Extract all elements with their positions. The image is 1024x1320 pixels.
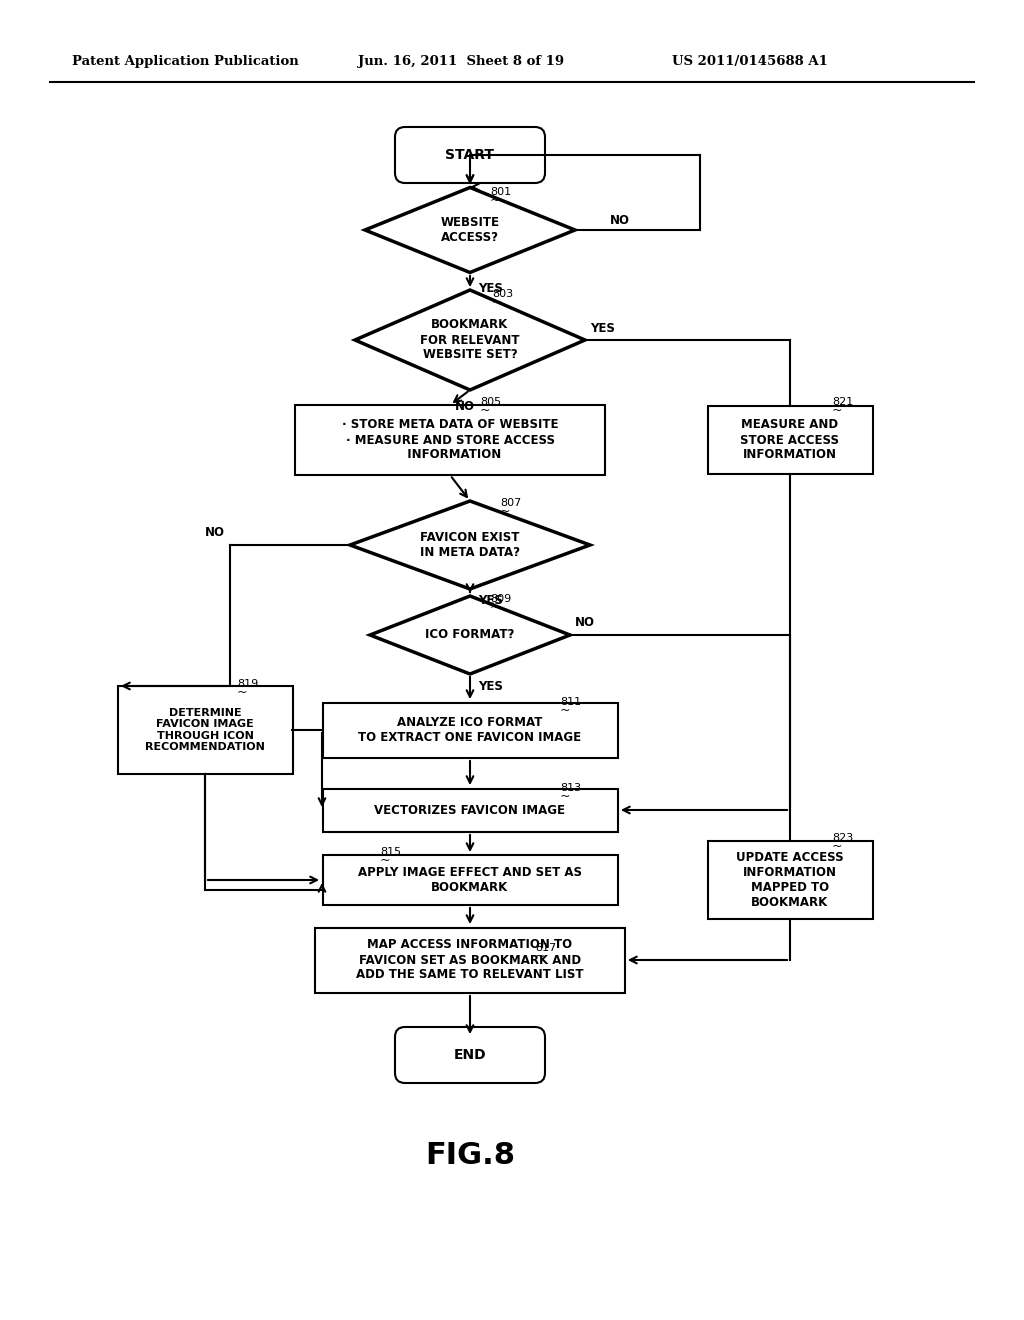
Text: WEBSITE
ACCESS?: WEBSITE ACCESS? [440,216,500,244]
Text: NO: NO [575,616,595,630]
Polygon shape [350,502,590,589]
Bar [708,841,872,919]
Text: ~: ~ [560,789,570,803]
Text: NO: NO [455,400,475,412]
Text: ~: ~ [490,194,501,206]
Text: Patent Application Publication: Patent Application Publication [72,55,299,69]
Bar [323,702,617,758]
Text: DETERMINE
FAVICON IMAGE
THROUGH ICON
RECOMMENDATION: DETERMINE FAVICON IMAGE THROUGH ICON REC… [145,708,265,752]
Text: 805: 805 [480,397,501,407]
Text: 823: 823 [831,833,853,843]
Text: ~: ~ [831,840,843,853]
Polygon shape [365,187,575,272]
Text: ~: ~ [560,704,570,717]
FancyBboxPatch shape [395,1027,545,1082]
Text: BOOKMARK
FOR RELEVANT
WEBSITE SET?: BOOKMARK FOR RELEVANT WEBSITE SET? [420,318,520,362]
Bar [323,788,617,832]
Text: YES: YES [478,281,503,294]
Text: APPLY IMAGE EFFECT AND SET AS
BOOKMARK: APPLY IMAGE EFFECT AND SET AS BOOKMARK [358,866,582,894]
Text: YES: YES [478,681,503,693]
Text: 803: 803 [492,289,513,300]
Text: ~: ~ [535,949,546,962]
Text: ~: ~ [480,404,490,417]
Bar [708,407,872,474]
Text: ~: ~ [380,854,390,866]
Text: 817: 817 [535,942,556,953]
Text: Jun. 16, 2011  Sheet 8 of 19: Jun. 16, 2011 Sheet 8 of 19 [358,55,564,69]
Polygon shape [355,290,585,389]
Text: START: START [445,148,495,162]
Text: 801: 801 [490,187,511,197]
Text: ~: ~ [500,504,511,517]
Text: MEASURE AND
STORE ACCESS
INFORMATION: MEASURE AND STORE ACCESS INFORMATION [740,418,840,462]
Text: YES: YES [478,594,503,606]
Text: 815: 815 [380,847,401,857]
Bar [118,686,293,774]
Text: ~: ~ [237,685,248,698]
Text: YES: YES [590,322,614,334]
Text: 821: 821 [831,397,853,407]
Text: ANALYZE ICO FORMAT
TO EXTRACT ONE FAVICON IMAGE: ANALYZE ICO FORMAT TO EXTRACT ONE FAVICO… [358,715,582,744]
FancyBboxPatch shape [395,127,545,183]
Polygon shape [370,597,570,675]
Text: MAP ACCESS INFORMATION TO
FAVICON SET AS BOOKMARK AND
ADD THE SAME TO RELEVANT L: MAP ACCESS INFORMATION TO FAVICON SET AS… [356,939,584,982]
Text: UPDATE ACCESS
INFORMATION
MAPPED TO
BOOKMARK: UPDATE ACCESS INFORMATION MAPPED TO BOOK… [736,851,844,909]
Text: ICO FORMAT?: ICO FORMAT? [425,628,515,642]
Text: US 2011/0145688 A1: US 2011/0145688 A1 [672,55,827,69]
Text: 811: 811 [560,697,582,708]
Text: 813: 813 [560,783,582,793]
Bar [315,928,625,993]
Bar [295,405,605,475]
Text: NO: NO [610,214,630,227]
Text: VECTORIZES FAVICON IMAGE: VECTORIZES FAVICON IMAGE [375,804,565,817]
Text: · STORE META DATA OF WEBSITE
· MEASURE AND STORE ACCESS
  INFORMATION: · STORE META DATA OF WEBSITE · MEASURE A… [342,418,558,462]
Text: END: END [454,1048,486,1063]
Text: 819: 819 [237,678,258,689]
Text: 809: 809 [490,594,511,605]
Text: ~: ~ [831,404,843,417]
Text: NO: NO [205,527,225,540]
Bar [323,855,617,906]
Text: ~: ~ [492,296,503,309]
Text: ~: ~ [490,601,501,614]
Text: FIG.8: FIG.8 [425,1140,515,1170]
Text: FAVICON EXIST
IN META DATA?: FAVICON EXIST IN META DATA? [420,531,520,558]
Text: 807: 807 [500,498,521,508]
